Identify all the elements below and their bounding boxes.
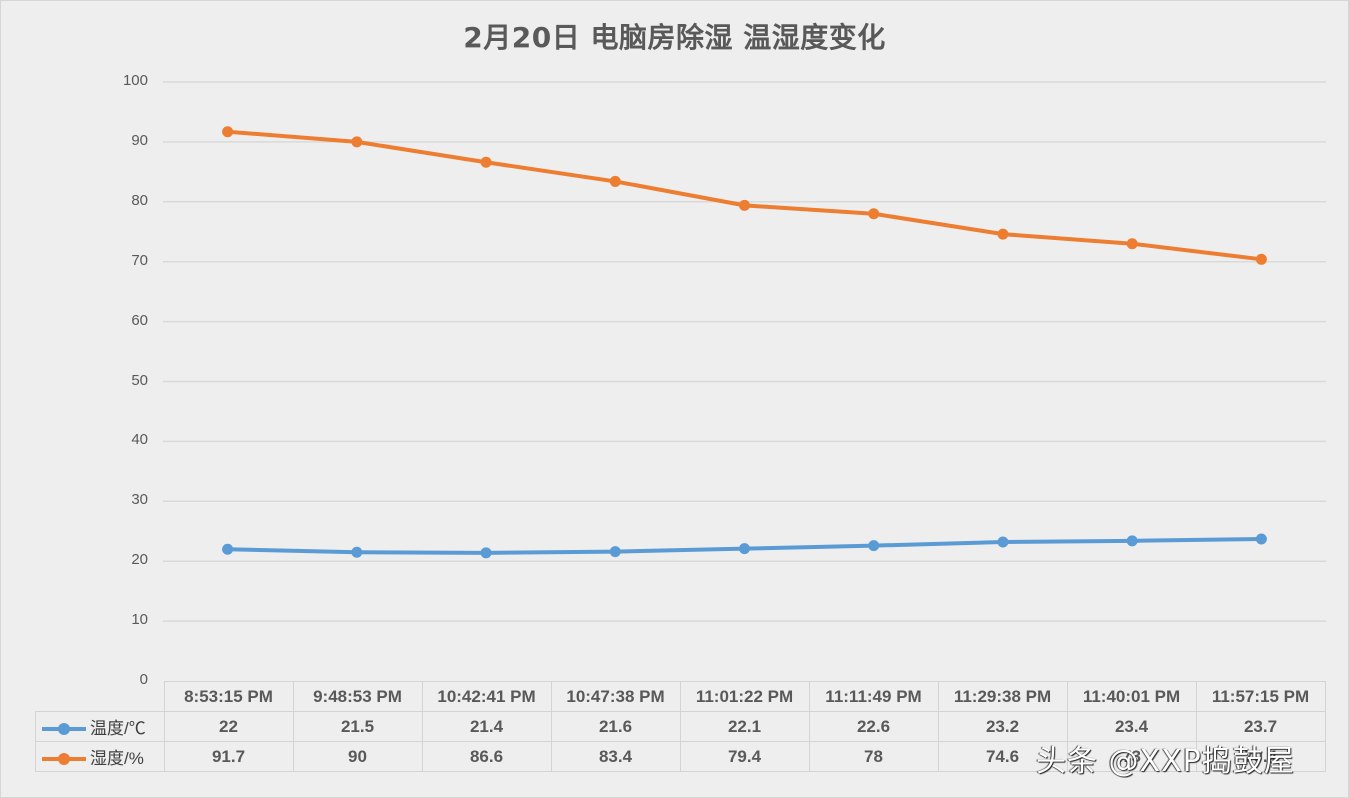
data-point-marker [997, 536, 1009, 548]
table-cell: 23.4 [1066, 711, 1197, 742]
table-header-cell: 11:57:15 PM [1195, 681, 1326, 712]
chart-title: 2月20日 电脑房除湿 温湿度变化 [463, 21, 886, 54]
data-point-marker [222, 126, 234, 138]
data-point-marker [1126, 535, 1138, 547]
table-cell: 73 [1066, 741, 1197, 772]
table-cell: 79.4 [679, 741, 810, 772]
data-point-marker [480, 547, 492, 559]
series-line [227, 129, 1262, 262]
table-header-cell: 9:48:53 PM [292, 681, 423, 712]
legend-line-marker-icon [42, 722, 86, 735]
legend-label: 湿度/% [90, 749, 144, 768]
legend-temperature: 温度/℃ [35, 711, 165, 742]
data-point-marker [868, 540, 880, 552]
legend-label: 温度/℃ [90, 719, 146, 738]
data-point-marker [739, 199, 750, 211]
table-header-cell: 11:11:49 PM [808, 681, 939, 712]
y-tick-label: 20 [131, 551, 148, 569]
table-cell: 21.6 [550, 711, 681, 742]
table-cell: 22.1 [679, 711, 810, 742]
data-table: 8:53:15 PM 9:48:53 PM 10:42:41 PM 10:47:… [35, 681, 1326, 772]
data-point-marker [480, 156, 492, 168]
data-point-marker [609, 175, 621, 187]
y-tick-label: 90 [131, 131, 148, 149]
data-point-marker [609, 546, 621, 558]
table-cell: 22.6 [808, 711, 939, 742]
data-point-marker [222, 543, 234, 555]
table-header-row: 8:53:15 PM 9:48:53 PM 10:42:41 PM 10:47:… [36, 681, 1326, 712]
y-tick-label: 50 [131, 371, 148, 389]
data-point-marker [868, 208, 880, 220]
table-row-temperature: 温度/℃ 22 21.5 21.4 21.6 22.1 22.6 23.2 23… [35, 711, 1326, 742]
table-header-cell: 10:47:38 PM [550, 681, 681, 712]
legend-line-marker-icon [42, 752, 86, 765]
data-point-marker [1255, 533, 1267, 545]
y-tick-label: 60 [131, 311, 148, 329]
table-cell: 83.4 [550, 741, 681, 772]
y-tick-label: 30 [131, 491, 148, 509]
y-tick-label: 10 [131, 611, 148, 629]
table-corner [36, 682, 165, 712]
data-point-marker [351, 136, 363, 148]
watermark: 头条 @XXP捣鼓屋 [1036, 744, 1295, 779]
table-cell: 21.5 [292, 711, 423, 742]
data-point-marker [997, 228, 1009, 240]
table-cell: 70.4 [1195, 741, 1326, 772]
legend-humidity: 湿度/% [35, 741, 165, 772]
y-tick-label: 80 [131, 191, 148, 209]
table-cell: 78 [808, 741, 939, 772]
data-point-marker [1255, 253, 1267, 265]
table-cell: 86.6 [421, 741, 552, 772]
data-point-marker [1126, 238, 1138, 250]
y-tick-label: 0 [139, 671, 148, 688]
table-cell: 90 [292, 741, 423, 772]
table-cell: 91.7 [163, 741, 294, 772]
table-cell: 22 [163, 711, 294, 742]
y-tick-label: 100 [122, 72, 148, 89]
data-point-marker [351, 546, 363, 558]
data-point-marker [739, 543, 750, 555]
y-tick-label: 70 [131, 251, 148, 269]
table-header-cell: 11:40:01 PM [1066, 681, 1197, 712]
table-header-cell: 11:01:22 PM [679, 681, 810, 712]
table-cell: 74.6 [937, 741, 1068, 772]
table-row-humidity: 湿度/% 91.7 90 86.6 83.4 79.4 78 74.6 73 7… [35, 741, 1326, 772]
table-cell: 21.4 [421, 711, 552, 742]
y-tick-label: 40 [131, 431, 148, 449]
table-header-cell: 10:42:41 PM [421, 681, 552, 712]
table-header-cell: 8:53:15 PM [163, 681, 294, 712]
table-header-cell: 11:29:38 PM [937, 681, 1068, 712]
